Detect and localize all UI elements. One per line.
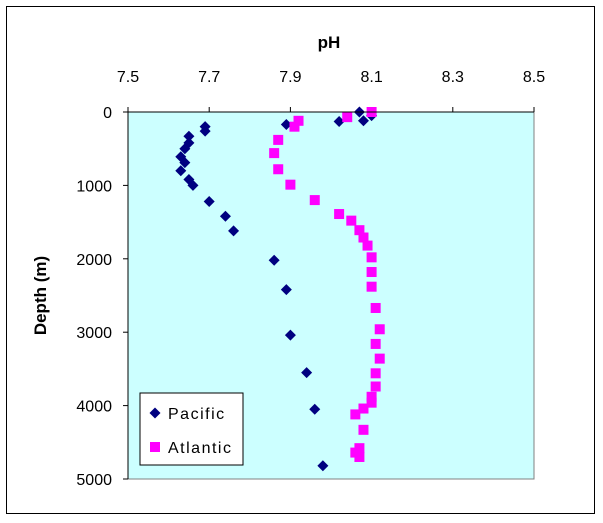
atlantic-point	[350, 409, 361, 420]
legend-marker-atlantic	[150, 442, 160, 452]
atlantic-point	[273, 134, 284, 145]
atlantic-point	[370, 368, 381, 379]
pacific-point	[357, 115, 369, 127]
atlantic-point	[358, 403, 369, 414]
y-tick-label: 0	[103, 105, 112, 122]
atlantic-point	[289, 121, 300, 132]
legend-atlantic-marker	[150, 442, 160, 452]
atlantic-point	[370, 381, 381, 392]
y-tick-label: 1000	[76, 178, 112, 195]
atlantic-point	[358, 424, 369, 435]
x-axis-ticks: 7.5 7.7 7.9 8.1 8.3 8.5	[117, 69, 545, 112]
atlantic-point	[358, 232, 369, 243]
x-tick-label: 7.9	[279, 69, 301, 86]
atlantic-point	[374, 324, 385, 335]
atlantic-point	[366, 397, 377, 408]
pacific-point	[284, 329, 296, 341]
atlantic-point	[366, 267, 377, 278]
y-tick-label: 2000	[76, 252, 112, 269]
atlantic-point	[273, 164, 284, 175]
x-tick-label: 7.5	[117, 69, 139, 86]
pacific-point	[309, 403, 321, 415]
pacific-point	[228, 225, 240, 237]
atlantic-point	[269, 148, 280, 159]
series-atlantic	[269, 107, 385, 462]
pacific-point	[183, 130, 195, 142]
x-tick-label: 8.1	[360, 69, 382, 86]
pacific-point	[268, 254, 280, 266]
atlantic-point	[366, 252, 377, 263]
atlantic-point	[354, 451, 365, 462]
pacific-point	[301, 367, 313, 379]
y-axis-ticks: 0 1000 2000 3000 4000 5000	[76, 105, 128, 489]
legend-label-pacific: Pacific	[168, 406, 226, 423]
legend-box	[139, 392, 244, 466]
legend-marker-pacific	[149, 407, 161, 419]
atlantic-point	[354, 225, 365, 236]
y-axis-title: Depth (m)	[31, 256, 50, 335]
pacific-point	[199, 125, 211, 137]
legend-label-atlantic: Atlantic	[168, 440, 232, 457]
legend-pacific-marker	[149, 407, 161, 419]
atlantic-point	[366, 391, 377, 402]
pacific-point	[317, 460, 329, 472]
pacific-point	[175, 165, 187, 177]
atlantic-point	[370, 302, 381, 313]
atlantic-point	[362, 240, 373, 251]
atlantic-point	[334, 209, 345, 220]
pacific-point	[179, 157, 191, 169]
atlantic-point	[285, 179, 296, 190]
pacific-point	[333, 116, 345, 128]
atlantic-point	[342, 112, 353, 123]
atlantic-point	[309, 195, 320, 206]
pacific-point	[203, 196, 215, 208]
x-axis-title: pH	[318, 33, 341, 52]
atlantic-point	[366, 281, 377, 292]
pacific-point	[187, 179, 199, 191]
data-points	[175, 106, 385, 472]
y-tick-label: 4000	[76, 399, 112, 416]
pacific-point	[179, 143, 191, 155]
y-tick-label: 3000	[76, 325, 112, 342]
atlantic-point	[370, 338, 381, 349]
y-tick-label: 5000	[76, 472, 112, 489]
pacific-point	[280, 284, 292, 296]
pacific-point	[280, 118, 292, 130]
x-tick-label: 7.7	[198, 69, 220, 86]
x-tick-label: 8.5	[523, 69, 545, 86]
pacific-point	[219, 210, 231, 222]
legend: Pacific Atlantic	[139, 392, 244, 466]
x-tick-label: 8.3	[442, 69, 464, 86]
atlantic-point	[346, 215, 357, 226]
atlantic-point	[374, 353, 385, 364]
atlantic-point	[293, 115, 304, 126]
